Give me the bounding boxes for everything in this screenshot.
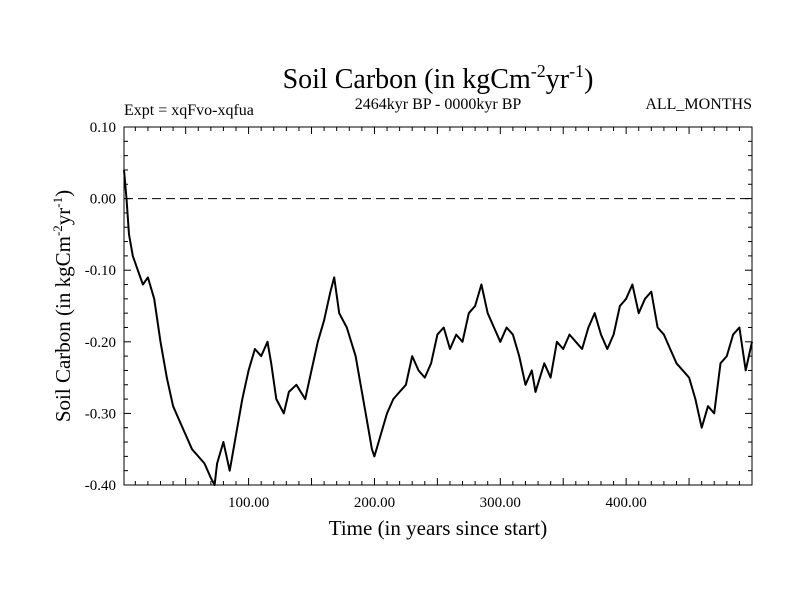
chart-title-sup2: -1: [569, 61, 584, 81]
y-tick-label: 0.00: [90, 192, 116, 208]
y-axis-label-end: ): [51, 190, 75, 197]
x-axis-label: Time (in years since start): [329, 516, 548, 540]
x-tick-label: 400.00: [606, 495, 647, 511]
y-tick-label: 0.10: [90, 120, 116, 136]
chart-title-mid: yr: [546, 64, 570, 95]
series-line: [123, 169, 753, 486]
x-tick-labels-group: 100.00 200.00 300.00 400.00: [228, 495, 647, 511]
series-group: [123, 169, 753, 486]
chart-title: Soil Carbon (in kgCm-2yr-1): [283, 61, 594, 95]
y-tick-label: -0.20: [85, 335, 116, 351]
y-axis-label-mid: yr: [51, 208, 75, 226]
chart-title-end: ): [584, 64, 593, 95]
x-tick-label: 200.00: [354, 495, 395, 511]
subtitle-months: ALL_MONTHS: [645, 96, 752, 113]
chart-title-base: Soil Carbon (in kgCm: [283, 64, 531, 95]
plot-frame: [123, 126, 753, 486]
tick-marks-group: [124, 127, 752, 485]
x-tick-label: 100.00: [228, 495, 269, 511]
y-tick-label: -0.30: [85, 406, 116, 422]
subtitle-time-range: 2464kyr BP - 0000kyr BP: [355, 96, 522, 113]
y-axis-label-sup2: -1: [50, 197, 65, 208]
subtitle-experiment: Expt = xqFvo-xqfua: [124, 102, 254, 119]
y-axis-label-base: Soil Carbon (in kgCm: [51, 236, 75, 422]
y-tick-label: -0.10: [85, 263, 116, 279]
x-tick-label: 300.00: [480, 495, 521, 511]
y-axis-label: Soil Carbon (in kgCm-2yr-1): [50, 190, 75, 422]
y-tick-labels-group: 0.10 0.00 -0.10 -0.20 -0.30 -0.40: [85, 120, 116, 494]
y-tick-label: -0.40: [85, 478, 116, 494]
chart-title-sup1: -2: [531, 61, 546, 81]
y-axis-label-sup1: -2: [50, 225, 65, 236]
